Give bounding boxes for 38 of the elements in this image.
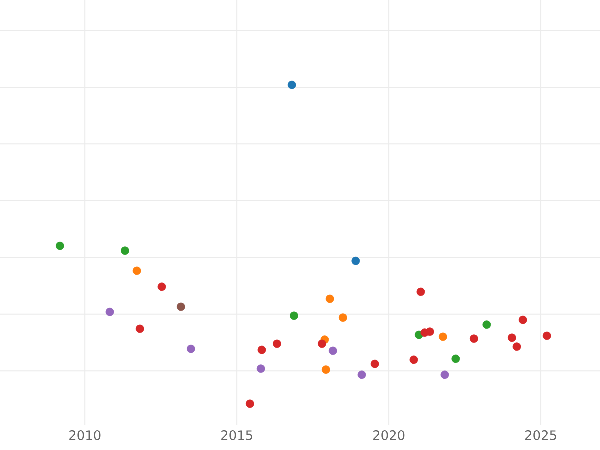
point bbox=[416, 288, 426, 296]
point bbox=[518, 316, 528, 324]
point bbox=[352, 256, 360, 266]
x-tick-label: 2025 bbox=[526, 430, 556, 440]
point bbox=[258, 346, 266, 354]
point bbox=[410, 356, 418, 364]
point bbox=[338, 314, 348, 322]
point bbox=[452, 354, 460, 364]
point bbox=[158, 282, 166, 292]
point bbox=[136, 324, 144, 334]
point bbox=[370, 360, 380, 368]
x-tick-label: 2020 bbox=[374, 430, 405, 440]
point bbox=[322, 366, 330, 374]
point bbox=[273, 340, 282, 348]
point bbox=[426, 328, 434, 336]
point bbox=[508, 334, 516, 342]
point bbox=[328, 346, 338, 356]
x-tick-label: 2010 bbox=[70, 430, 101, 440]
point bbox=[482, 320, 492, 330]
point bbox=[246, 400, 254, 408]
point bbox=[132, 266, 142, 276]
point bbox=[56, 242, 64, 250]
point bbox=[318, 340, 326, 348]
point bbox=[256, 364, 266, 374]
point bbox=[438, 332, 448, 342]
point bbox=[358, 370, 366, 380]
point bbox=[440, 370, 450, 380]
point bbox=[121, 246, 130, 256]
point bbox=[470, 334, 478, 344]
point bbox=[290, 312, 298, 320]
point bbox=[176, 302, 186, 312]
point bbox=[288, 80, 296, 90]
point bbox=[106, 308, 114, 316]
x-tick-label: 2015 bbox=[222, 430, 252, 440]
point bbox=[326, 294, 334, 304]
point bbox=[186, 344, 196, 354]
point bbox=[512, 342, 522, 352]
point bbox=[542, 332, 552, 340]
